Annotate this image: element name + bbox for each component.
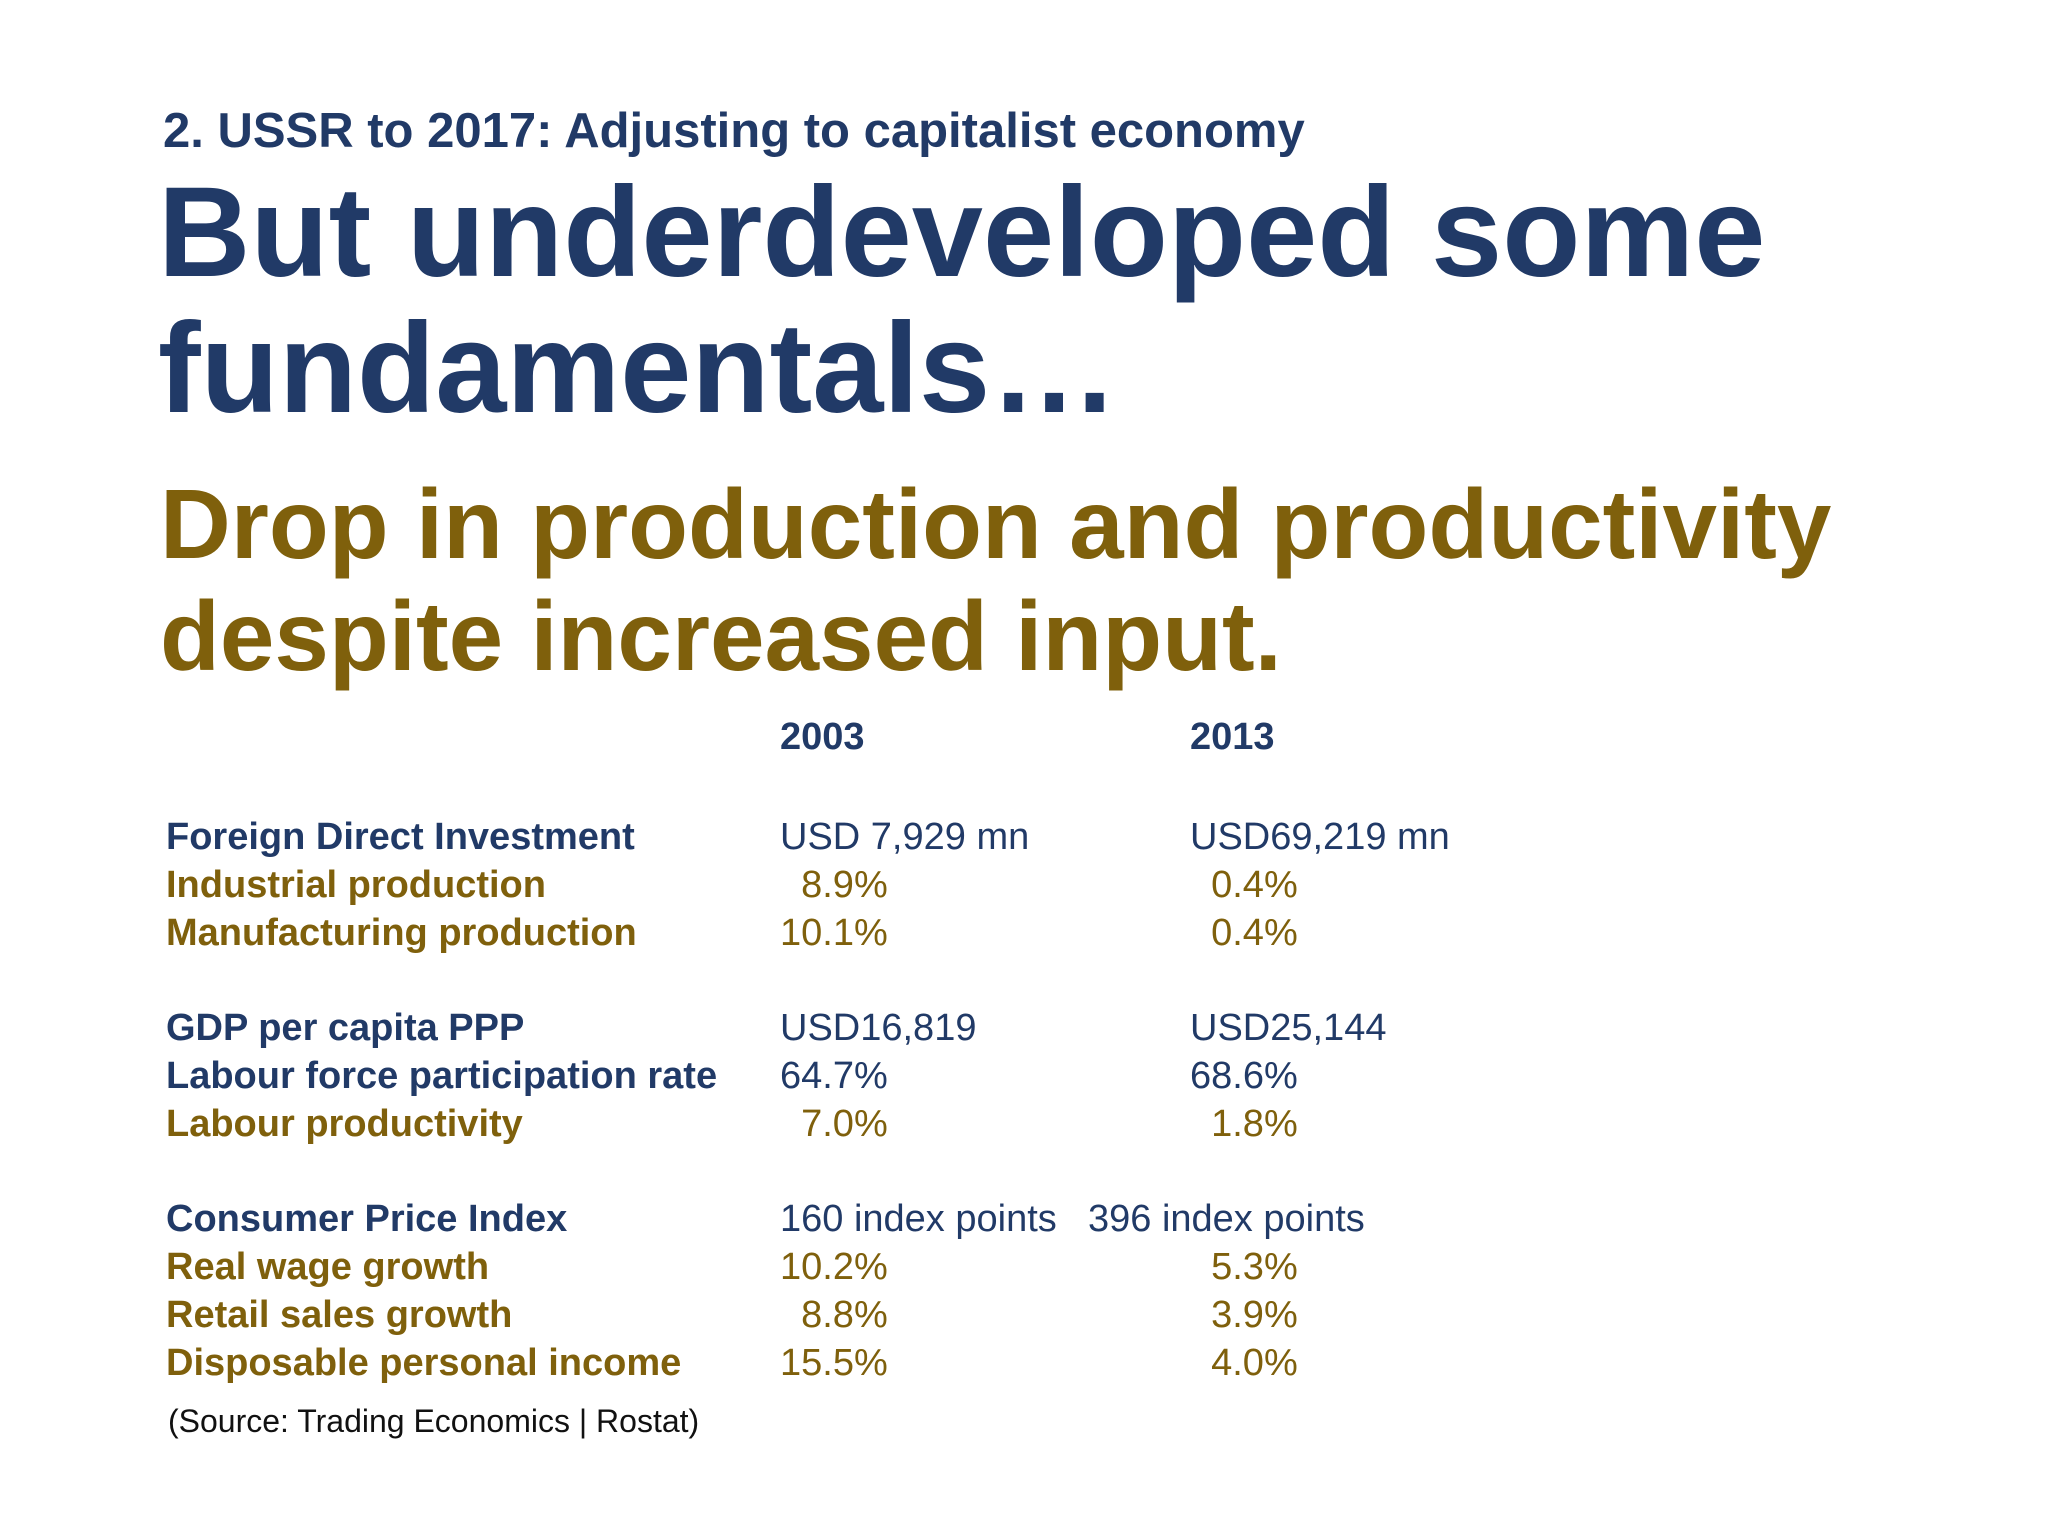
row-label: Labour force participation rate xyxy=(166,1055,718,1097)
subheadline-line-1: Drop in production and productivity xyxy=(160,469,1832,579)
table-row: Consumer Price Index 160 index points 39… xyxy=(0,1195,2048,1243)
value-2013: 1.8% xyxy=(1190,1103,1298,1145)
table-row: Industrial production 8.9% 0.4% xyxy=(0,861,2048,909)
value-2003: 10.1% xyxy=(780,912,888,954)
table-row: Manufacturing production 10.1% 0.4% xyxy=(0,909,2048,957)
row-label: Consumer Price Index xyxy=(166,1198,568,1240)
table-row: Real wage growth 10.2% 5.3% xyxy=(0,1243,2048,1291)
value-2003: 10.2% xyxy=(780,1246,888,1288)
row-label: GDP per capita PPP xyxy=(166,1007,525,1049)
value-2003: 8.9% xyxy=(780,864,888,906)
value-2013: 4.0% xyxy=(1190,1342,1298,1384)
row-label: Real wage growth xyxy=(166,1246,490,1288)
value-2013: 3.9% xyxy=(1190,1294,1298,1336)
value-2013: 0.4% xyxy=(1190,864,1298,906)
source-note: (Source: Trading Economics | Rostat) xyxy=(168,1403,700,1439)
value-2013: 5.3% xyxy=(1190,1246,1298,1288)
headline-line-2: fundamentals… xyxy=(158,297,1119,440)
value-2003: USD 7,929 mn xyxy=(780,816,1030,858)
value-2013: 0.4% xyxy=(1190,912,1298,954)
headline: But underdeveloped some fundamentals… xyxy=(158,165,1765,437)
year-header-2003: 2003 xyxy=(780,716,865,758)
value-2013: USD69,219 mn xyxy=(1190,816,1450,858)
headline-line-1: But underdeveloped some xyxy=(158,161,1766,304)
row-label: Retail sales growth xyxy=(166,1294,513,1336)
table-row: Labour force participation rate 64.7% 68… xyxy=(0,1052,2048,1100)
value-2013: 396 index points xyxy=(1088,1198,1365,1240)
section-label: 2. USSR to 2017: Adjusting to capitalist… xyxy=(163,104,1305,158)
table-row: Disposable personal income 15.5% 4.0% xyxy=(0,1339,2048,1387)
table-row: Retail sales growth 8.8% 3.9% xyxy=(0,1291,2048,1339)
table-row: Foreign Direct Investment USD 7,929 mn U… xyxy=(0,813,2048,861)
row-label: Industrial production xyxy=(166,864,546,906)
value-2003: 7.0% xyxy=(780,1103,888,1145)
value-2003: 160 index points xyxy=(780,1198,1057,1240)
value-2003: 64.7% xyxy=(780,1055,888,1097)
table-row: Labour productivity 7.0% 1.8% xyxy=(0,1100,2048,1148)
value-2013: USD25,144 xyxy=(1190,1007,1387,1049)
value-2003: USD16,819 xyxy=(780,1007,977,1049)
subheadline: Drop in production and productivity desp… xyxy=(160,468,1831,692)
value-2003: 8.8% xyxy=(780,1294,888,1336)
subheadline-line-2: despite increased input. xyxy=(160,581,1282,691)
row-label: Disposable personal income xyxy=(166,1342,682,1384)
value-2013: 68.6% xyxy=(1190,1055,1298,1097)
table-row: GDP per capita PPP USD16,819 USD25,144 xyxy=(0,1004,2048,1052)
row-label: Manufacturing production xyxy=(166,912,637,954)
row-label: Labour productivity xyxy=(166,1103,523,1145)
value-2003: 15.5% xyxy=(780,1342,888,1384)
row-label: Foreign Direct Investment xyxy=(166,816,635,858)
year-header-2013: 2013 xyxy=(1190,716,1275,758)
